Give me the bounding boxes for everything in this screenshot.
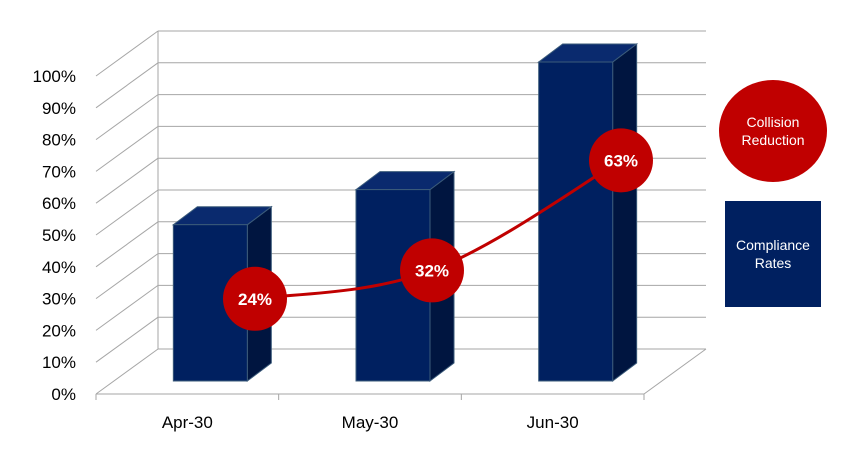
y-tick-label: 90% [42, 99, 76, 118]
data-label: 32% [415, 261, 449, 280]
gridline-slant [95, 284, 159, 331]
y-tick-label: 20% [42, 321, 76, 340]
line-marker: 24% [223, 266, 287, 331]
x-tick-label: Jun-30 [527, 413, 579, 432]
line-marker: 32% [400, 238, 464, 303]
legend-collision-reduction-line2: Reduction [741, 132, 805, 148]
floor-right-edge [643, 348, 707, 395]
x-tick-label: Apr-30 [162, 413, 213, 432]
bar [537, 43, 639, 382]
gridline-slant [95, 189, 159, 236]
gridline-slant [95, 221, 159, 268]
y-tick-label: 50% [42, 226, 76, 245]
y-tick-label: 80% [42, 131, 76, 150]
bar-front [538, 61, 614, 382]
legend-collision-reduction-line1: Collision [746, 114, 800, 130]
gridline-slant [95, 30, 159, 77]
gridline-slant [95, 348, 159, 395]
collision-reduction-line: 24% 32% 63% [223, 128, 653, 331]
y-tick-label: 10% [42, 353, 76, 372]
gridline-slant [95, 94, 159, 141]
gridline-slant [95, 157, 159, 204]
gridline-slant [95, 316, 159, 363]
y-tick-label: 30% [42, 290, 76, 309]
gridline-slant [95, 62, 159, 109]
data-label: 63% [604, 151, 638, 170]
x-tick-label: May-30 [342, 413, 399, 432]
bar-side [612, 43, 638, 382]
y-tick-label: 70% [42, 162, 76, 181]
legend-compliance-rates: Compliance Rates [725, 201, 821, 307]
gridline-slant [95, 125, 159, 172]
y-tick-label: 40% [42, 258, 76, 277]
marker-circle [223, 266, 287, 331]
gridline-slant [95, 253, 159, 300]
legend-compliance-rates-line1: Compliance [736, 237, 810, 253]
y-tick-label: 100% [33, 67, 76, 86]
legend-collision-reduction: Collision Reduction [719, 80, 827, 182]
legend-compliance-rates-line2: Rates [754, 255, 792, 271]
line-marker: 63% [589, 128, 653, 193]
marker-circle [400, 238, 464, 303]
y-tick-label: 0% [51, 385, 76, 404]
marker-circle [589, 128, 653, 193]
y-tick-label: 60% [42, 194, 76, 213]
x-axis-labels: Apr-30 May-30 Jun-30 [162, 413, 579, 432]
data-label: 24% [238, 290, 272, 309]
y-axis-ticks: 0% 10% 20% 30% 40% 50% 60% 70% 80% 90% 100% [33, 67, 76, 404]
